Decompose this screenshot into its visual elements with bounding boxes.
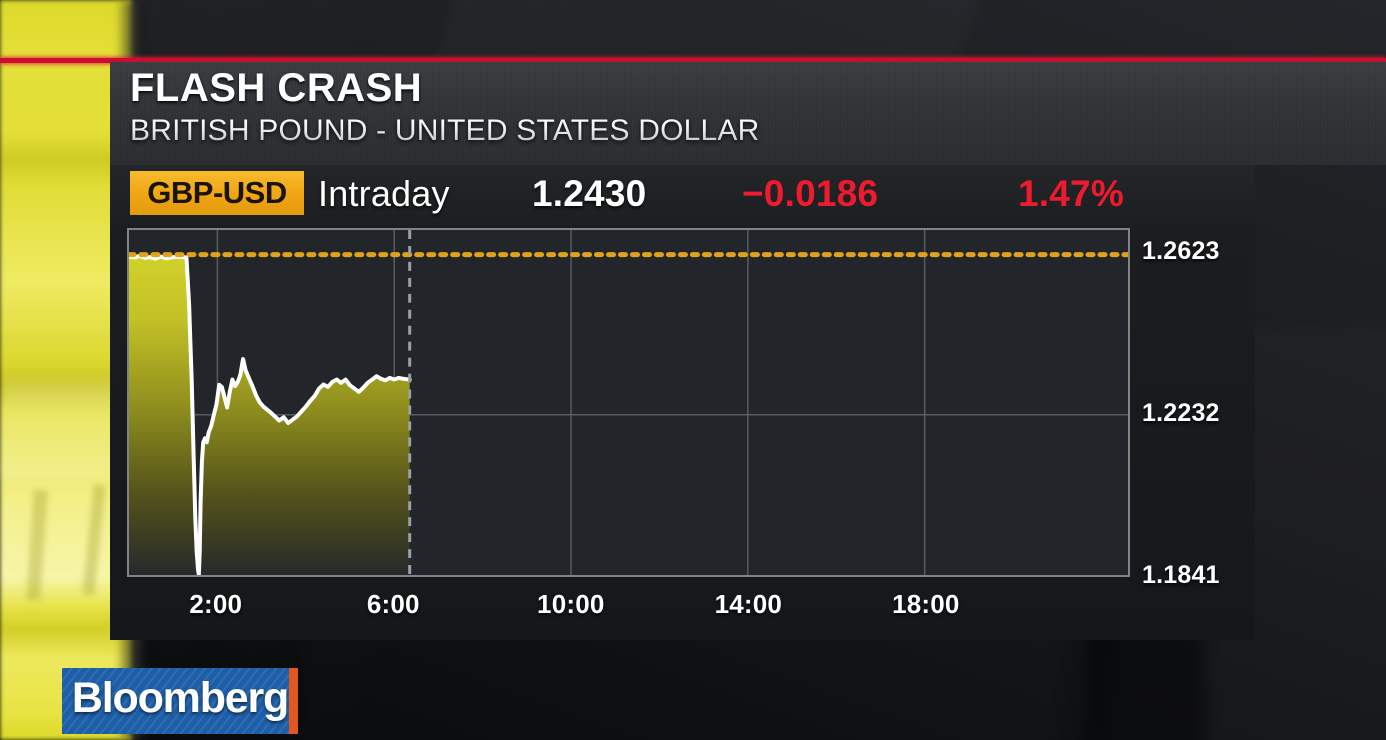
quote-change: −0.0186 [742,173,879,214]
bloomberg-logo: Bloomberg [62,668,298,734]
page-subtitle: BRITISH POUND - UNITED STATES DOLLAR [130,114,760,147]
price-line [129,253,412,575]
quote-bar: GBP-USD Intraday 1.2430 −0.0186 1.47% [110,165,1255,225]
logo-accent-bar [289,668,298,734]
x-axis-tick-2: 10:00 [537,589,605,619]
title-card-texture [110,62,1386,165]
x-axis-tick-1: 6:00 [366,589,420,619]
chart-panel: 1.2623 1.2232 1.1841 2:00 6:00 10:00 14:00 18:… [110,225,1255,640]
yellow-streak-right [82,484,106,596]
y-axis-tick-2: 1.1841 [1142,561,1220,589]
yellow-highlight-band [0,380,125,478]
header-accent-rule [0,58,1386,63]
y-axis-tick-0: 1.2623 [1142,236,1220,265]
symbol-badge: GBP-USD [130,171,304,215]
plot-area [127,228,1130,577]
quote-price: 1.2430 [532,173,647,214]
symbol-badge-label: GBP-USD [147,175,287,210]
y-axis-tick-1: 1.2232 [1142,398,1220,427]
quote-change-percent: 1.47% [1018,173,1124,214]
x-axis-tick-4: 18:00 [892,589,960,619]
x-axis-tick-3: 14:00 [714,589,783,619]
yellow-streak-left [26,489,48,601]
price-chart [129,230,1128,575]
logo-wordmark: Bloomberg [71,674,289,722]
logo-texture [62,668,298,734]
quote-period: Intraday [318,173,450,214]
title-card: FLASH CRASH BRITISH POUND - UNITED STATE… [110,62,1386,165]
page-title: FLASH CRASH [130,66,423,110]
area-fill [129,255,410,575]
x-axis-tick-0: 2:00 [189,589,243,619]
